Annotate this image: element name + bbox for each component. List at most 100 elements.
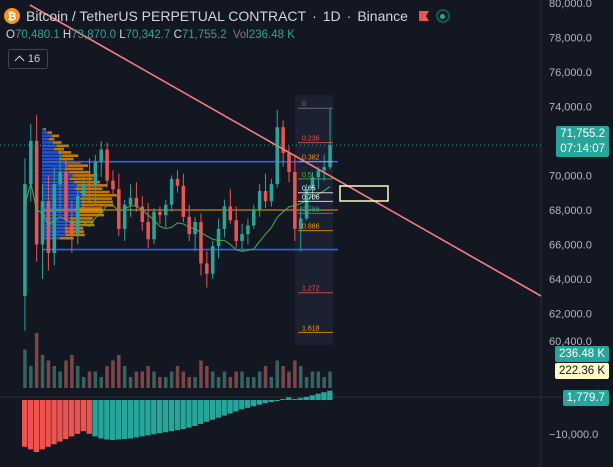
oscillator-bar [39,400,45,450]
candle-body [252,209,256,226]
candle-body [257,190,262,210]
oscillator-bar [297,397,304,400]
profile-bar-down [80,197,112,200]
exchange-label[interactable]: Binance [357,8,408,24]
volume-bar [175,366,180,388]
volume-bar [287,371,291,388]
volume-bar [316,371,321,388]
profile-bar-down [51,134,60,138]
profile-bar-down [65,233,85,237]
profile-bar-up [42,141,53,144]
oscillator-bar [110,400,116,441]
flag-icon[interactable] [418,10,430,22]
profile-bar-up [42,177,70,181]
oscillator-bar [57,400,63,442]
fib-level-label: 0.382 [302,155,320,162]
oscillator-bar [98,400,104,439]
bitcoin-logo[interactable]: ₿ [4,8,20,24]
oscillator-bar [80,400,87,432]
oscillator-bar [186,400,192,428]
oscillator-axis-tick: −10,000.0 [549,429,598,441]
open-value: 70,480.1 [14,29,60,41]
profile-bar-up [42,187,76,190]
close-label: C [173,29,182,41]
interval-label[interactable]: 1D [322,8,341,24]
profile-bar-down [59,236,74,240]
fib-level-label: 0.5 [302,172,312,179]
candle-body [134,197,139,207]
volume-bar [164,377,168,388]
profile-bar-down [64,227,84,230]
profile-bar-up [42,200,81,204]
volume-bar [222,371,227,388]
volume-bar [240,371,244,388]
oscillator-bar [274,400,280,402]
low-label: L [119,29,126,41]
candles [23,108,332,331]
candle-body [93,161,98,186]
profile-bar-down [54,147,64,151]
volume-bar [281,366,285,388]
profile-bar-up [42,220,71,223]
profile-bar-down [77,184,108,187]
candle-body [75,196,80,235]
candle-body [111,180,115,190]
profile-bar-down [79,190,110,194]
candle-body [263,190,268,202]
oscillator-bar [221,400,227,416]
candle-body [175,178,180,186]
candle-body [210,246,215,274]
separator: · [346,8,352,24]
oscillator-bar [327,390,333,400]
volume-bar [128,377,133,388]
candle-body [146,222,150,240]
oscillator-bar [51,400,57,445]
separator: · [312,8,317,24]
profile-bar-up [42,194,84,197]
oscillator-bar [115,400,122,440]
profile-bar-up [42,131,48,134]
symbol-title[interactable]: Bitcoin / TetherUS PERPETUAL CONTRACT [26,8,307,24]
last-price-tag: 71,755.2 [556,126,609,142]
candle-body [281,127,285,154]
oscillator-bar [133,400,139,438]
price-axis-tick: 64,000.0 [549,274,592,286]
volume-bar [252,377,256,388]
selection-box [339,185,389,202]
volume-bar [275,360,280,388]
profile-bar-up [42,223,71,227]
profile-bar-up [42,203,82,207]
candle-body [128,197,133,205]
profile-bar-up [42,128,45,131]
candle-body [40,201,45,245]
candle-body [58,172,62,185]
candle-body [316,170,321,178]
profile-bar-down [62,154,79,157]
oscillator-bar [33,400,40,452]
profile-bar-down [76,213,104,217]
profile-bar-up [42,137,49,141]
candle-body [34,140,39,245]
high-label: H [62,29,72,41]
candle-body [310,177,315,190]
oscillator-bar [244,400,251,408]
profile-bar-down [75,210,104,214]
candle-body [70,220,74,235]
profile-bar-down [75,187,103,190]
close-value: 71,755.2 [181,29,227,41]
profile-bar-up [42,213,77,217]
candle-body [87,184,92,186]
volume-bar [117,355,121,388]
profile-bar-down [48,137,55,141]
candle-body [240,234,244,241]
volume-bar [158,377,162,388]
volume-bar [75,366,80,388]
profile-bar-down [70,223,95,227]
oscillator-bar [127,400,133,439]
candle-body [269,184,274,202]
candle-body [199,222,203,264]
candle-body [328,145,332,168]
live-status-icon[interactable] [435,9,450,23]
indicators-toggle-button[interactable]: 16 [8,49,48,69]
